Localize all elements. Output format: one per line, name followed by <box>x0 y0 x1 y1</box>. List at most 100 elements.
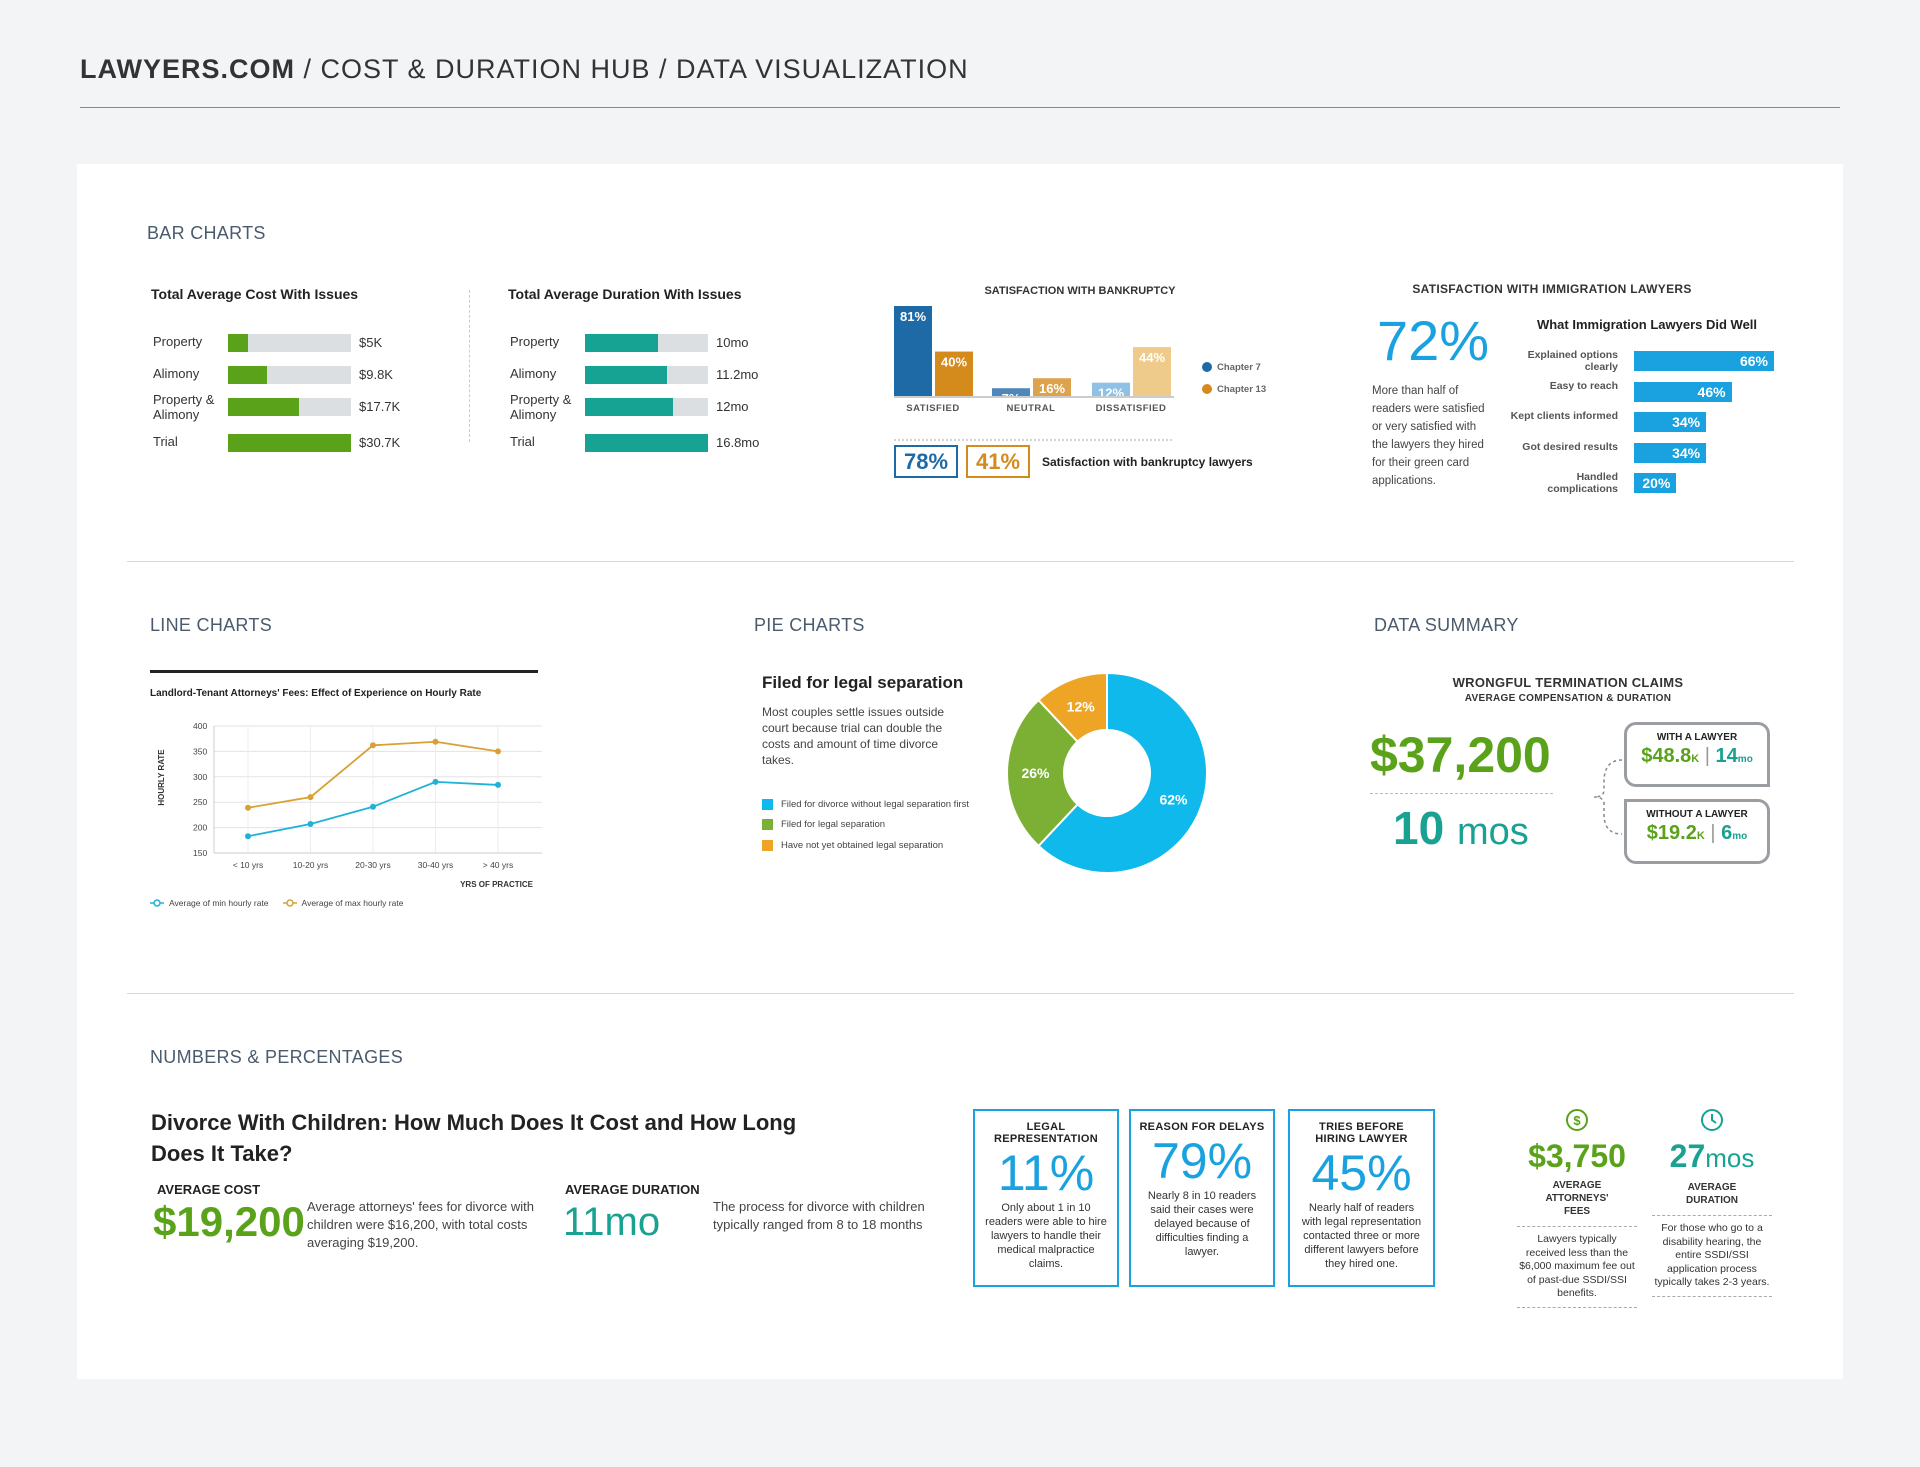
legend-dot-icon <box>1202 362 1212 372</box>
cost-bar-chart: Total Average Cost With Issues Property $… <box>151 286 451 452</box>
stat-box-value: 11% <box>997 1145 1095 1201</box>
legend-label: Average of max hourly rate <box>301 898 404 908</box>
bar-label: Property & Alimony <box>510 392 572 422</box>
section-divider <box>127 993 1794 994</box>
x-tick-label: NEUTRAL <box>1007 403 1056 414</box>
immigration-description: More than half of readers were satisfied… <box>1372 385 1485 487</box>
x-tick-label: 20-30 yrs <box>355 860 390 870</box>
without-dur-unit: mo <box>1732 831 1748 842</box>
chart-title: SATISFACTION WITH IMMIGRATION LAWYERS <box>1412 282 1692 296</box>
bar-track <box>585 366 708 384</box>
section-title-pie: PIE CHARTS <box>754 615 865 635</box>
cost-label: AVERAGE COST <box>157 1182 261 1197</box>
bar-track <box>585 434 708 452</box>
bar: 34% <box>1634 442 1707 463</box>
pie-slice <box>1037 671 1208 874</box>
without-lawyer-values: $19.2K | 6mo <box>1627 822 1767 845</box>
data-point <box>245 804 251 811</box>
stat-box-legal-representation: LEGAL REPRESENTATION 11% Only about 1 in… <box>973 1109 1119 1287</box>
bar-label: Trial <box>153 434 178 449</box>
bar-track <box>228 366 351 384</box>
bar-track <box>585 398 708 416</box>
bar: 20% <box>1634 473 1677 493</box>
bar-row: Handled complications 20% <box>1510 470 1800 498</box>
data-point <box>495 748 501 755</box>
pie-description: Most couples settle issues outside court… <box>762 705 945 767</box>
legend-label: Have not yet obtained legal separation <box>781 839 944 851</box>
x-tick-label: 10-20 yrs <box>293 860 328 870</box>
cost-description: Average attorneys' fees for divorce with… <box>307 1199 534 1250</box>
legend-item: Filed for legal separation <box>762 815 969 836</box>
bar <box>585 366 667 384</box>
stat-box-title: TRIES BEFORE HIRING LAWYER <box>1315 1121 1408 1145</box>
data-point <box>370 742 376 749</box>
bar-row: Property 10mo <box>508 334 808 366</box>
cost-value: $19,200 <box>153 1198 305 1245</box>
bar-value: 11.2mo <box>716 367 759 382</box>
bar <box>992 388 1030 396</box>
bar-label: Alimony <box>153 366 200 381</box>
fees-stat: $ $3,750 AVERAGE ATTORNEYS' FEES Lawyers… <box>1517 1108 1637 1308</box>
legend-marker-icon <box>150 899 164 907</box>
bar-label: Explained options clearly <box>1527 349 1618 373</box>
bar: 34% <box>1634 412 1707 432</box>
summary-label: Satisfaction with bankruptcy lawyers <box>1042 454 1253 469</box>
bar-data-label: 66% <box>1739 353 1768 369</box>
bar-data-label: 44% <box>1139 350 1165 365</box>
ssdi-duration-unit: mos <box>1705 1143 1755 1173</box>
data-point <box>370 803 376 810</box>
duration-bar-chart: Total Average Duration With Issues Prope… <box>508 286 808 452</box>
bar <box>228 398 299 416</box>
breadcrumb: LAWYERS.COM / COST & DURATION HUB / DATA… <box>80 54 969 85</box>
with-lawyer-label: WITH A LAWYER <box>1656 732 1738 743</box>
section-title-summary: DATA SUMMARY <box>1374 615 1519 635</box>
data-point <box>307 821 314 828</box>
breadcrumb-brand[interactable]: LAWYERS.COM <box>80 54 296 84</box>
bar-value: 12mo <box>716 399 749 414</box>
ssdi-rule-bottom <box>1652 1295 1772 1297</box>
bar-data-label: 40% <box>941 355 967 370</box>
ssdi-rule <box>1652 1215 1772 1216</box>
bar <box>228 366 268 384</box>
legend-marker-icon <box>282 899 297 907</box>
numbers-title: Divorce With Children: How Much Does It … <box>151 1110 797 1166</box>
y-axis-label: HOURLY RATE <box>157 749 166 806</box>
bar-value: $9.8K <box>359 367 393 382</box>
bankruptcy-summary: 78% 41% Satisfaction with bankruptcy law… <box>894 445 1253 478</box>
legend-swatch-icon <box>762 839 773 851</box>
bar-data-label: 34% <box>1672 444 1701 461</box>
legend-label: Chapter 7 <box>1217 362 1261 373</box>
summary-subtitle: AVERAGE COMPENSATION & DURATION <box>1464 693 1672 704</box>
stat-box-value: 45% <box>1311 1145 1412 1201</box>
line-chart-rule <box>150 670 538 673</box>
summary-header: WRONGFUL TERMINATION CLAIMS AVERAGE COMP… <box>1378 675 1758 704</box>
bar-track <box>228 334 351 352</box>
bar-row: Got desired results 34% <box>1510 440 1800 468</box>
section-title-numbers: NUMBERS & PERCENTAGES <box>150 1047 404 1067</box>
slice-label: 12% <box>1067 699 1096 715</box>
bankruptcy-bar-chart: SATISFACTION WITH BANKRUPTCY 81% 7% 12% 40%… <box>894 285 1266 441</box>
bar-row: Property & Alimony 12mo <box>508 392 808 424</box>
without-lawyer-label: WITHOUT A LAWYER <box>1646 809 1748 820</box>
y-tick-label: 300 <box>193 772 207 782</box>
stat-box-tries-before-hiring: TRIES BEFORE HIRING LAWYER 45% Nearly ha… <box>1288 1109 1435 1287</box>
bar-row: Property $5K <box>151 334 451 366</box>
with-amount: $48.8 <box>1641 745 1692 767</box>
without-sep: | <box>1710 822 1716 844</box>
x-axis-label: YRS OF PRACTICE <box>460 880 534 889</box>
bar-label: Kept clients informed <box>1510 410 1618 422</box>
line-legend: Average of min hourly rate Average of ma… <box>150 898 403 908</box>
fees-description: Lawyers typically received less than the… <box>1519 1233 1635 1299</box>
legend-label: Filed for divorce without legal separati… <box>781 798 969 810</box>
svg-text:$: $ <box>1573 1113 1581 1128</box>
bar-label: Trial <box>510 434 535 449</box>
summary-rule <box>1370 793 1553 794</box>
duration-label: AVERAGE DURATION <box>565 1182 700 1197</box>
y-tick-label: 200 <box>193 823 207 833</box>
bar-label: Property & Alimony <box>153 392 215 422</box>
legend-swatch-icon <box>762 819 773 831</box>
pie-slice <box>1037 671 1108 744</box>
legend-label: Chapter 13 <box>1217 384 1266 395</box>
data-point <box>245 833 251 840</box>
with-dur: 14 <box>1715 745 1738 767</box>
